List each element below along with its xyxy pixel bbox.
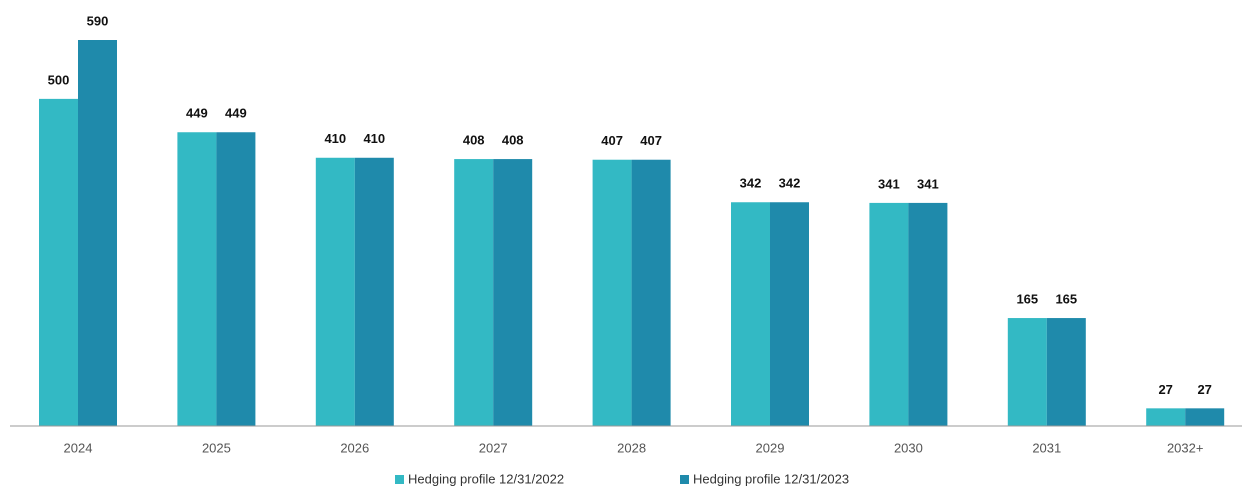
- data-label: 407: [601, 133, 623, 148]
- x-tick-label: 2032+: [1167, 440, 1204, 455]
- bar: [1185, 408, 1225, 426]
- bar: [631, 159, 671, 427]
- legend-swatch: [395, 475, 404, 484]
- data-label: 165: [1016, 291, 1038, 306]
- bar: [1007, 318, 1047, 426]
- bar: [78, 40, 117, 426]
- x-tick-label: 2031: [1032, 440, 1061, 455]
- x-tick-label: 2024: [64, 440, 93, 455]
- data-label: 27: [1197, 382, 1211, 397]
- bar: [39, 98, 78, 427]
- data-label: 342: [740, 176, 762, 191]
- x-tick-label: 2027: [479, 440, 508, 455]
- bar: [869, 202, 909, 426]
- legend-swatch: [680, 475, 689, 484]
- data-label: 449: [225, 106, 247, 121]
- legend-label: Hedging profile 12/31/2023: [693, 471, 849, 486]
- bar: [493, 159, 533, 427]
- bar: [177, 132, 217, 427]
- data-label: 27: [1158, 382, 1172, 397]
- bar: [454, 159, 494, 427]
- x-tick-label: 2028: [617, 440, 646, 455]
- bar: [315, 157, 355, 427]
- data-label: 410: [324, 131, 346, 146]
- bar: [354, 157, 394, 427]
- bar: [592, 159, 632, 427]
- x-tick-label: 2025: [202, 440, 231, 455]
- data-label: 341: [878, 176, 900, 191]
- legend-label: Hedging profile 12/31/2022: [408, 471, 564, 486]
- data-label: 165: [1055, 291, 1077, 306]
- data-label: 408: [463, 133, 485, 148]
- data-label: 590: [87, 13, 109, 28]
- bar: [908, 202, 948, 426]
- bar: [1146, 408, 1186, 426]
- data-label: 410: [363, 131, 385, 146]
- bar: [1046, 318, 1086, 426]
- data-label: 449: [186, 106, 208, 121]
- data-label: 407: [640, 133, 662, 148]
- bar: [216, 132, 256, 427]
- x-tick-label: 2030: [894, 440, 923, 455]
- bar: [770, 202, 809, 426]
- bar: [731, 202, 770, 426]
- data-label: 341: [917, 176, 939, 191]
- data-label: 500: [48, 72, 70, 87]
- x-tick-label: 2026: [340, 440, 369, 455]
- x-tick-label: 2029: [756, 440, 785, 455]
- data-label: 408: [502, 133, 524, 148]
- data-label: 342: [779, 176, 801, 191]
